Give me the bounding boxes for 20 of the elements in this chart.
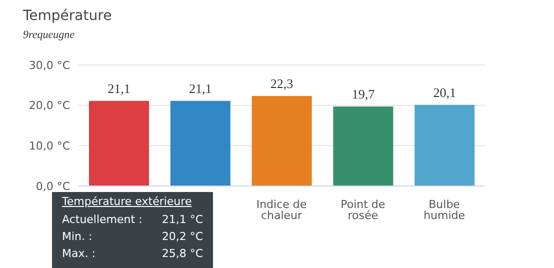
data-label: 21,1 (108, 80, 130, 96)
data-label: 22,3 (270, 76, 294, 92)
y-tick-label: 0,0 °C (36, 180, 70, 193)
y-tick-label: 20,0 °C (28, 99, 70, 112)
y-tick-label: 30,0 °C (28, 58, 70, 72)
x-tick-label: Indice de chaleur (256, 198, 307, 222)
bar (414, 104, 475, 186)
chart-title: Température (23, 8, 112, 24)
data-label: 20,1 (433, 84, 456, 100)
x-tick-label: Bulbe humide (424, 198, 466, 222)
data-label: 21,1 (189, 80, 212, 96)
bar (333, 106, 394, 186)
y-tick-label: 10,0 °C (28, 140, 70, 153)
chart-subtitle: 9requeugne (23, 29, 75, 41)
data-label: 19,7 (352, 86, 376, 102)
x-tick-label: Point de rosée (340, 198, 386, 222)
bar (170, 100, 230, 186)
tooltip-box: Température extérieure Actuellement : 21,1 °C Min. : 20,2 °C Max. : 25,8 °C (52, 192, 213, 268)
bar (252, 96, 312, 186)
bar (89, 100, 149, 186)
